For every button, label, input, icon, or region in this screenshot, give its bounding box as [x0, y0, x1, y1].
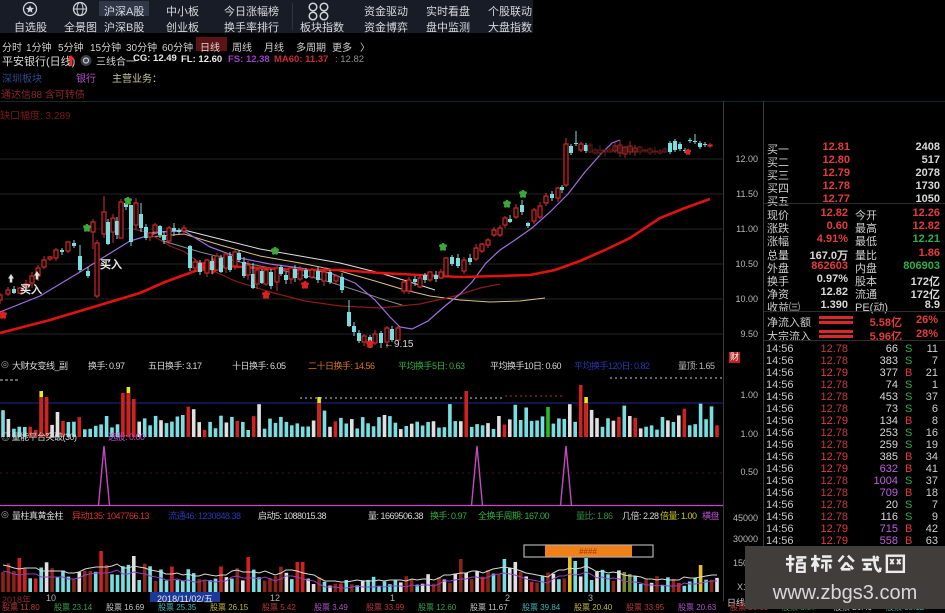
svg-text:####: ####	[579, 547, 597, 556]
